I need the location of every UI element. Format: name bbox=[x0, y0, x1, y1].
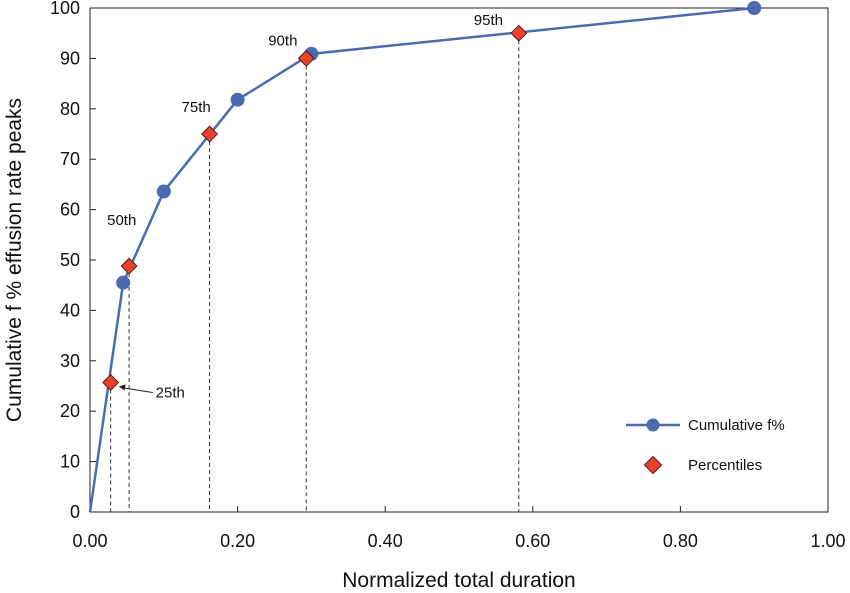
cumulative-series bbox=[88, 1, 762, 513]
cumulative-point bbox=[747, 1, 762, 15]
percentile-point bbox=[102, 373, 120, 391]
arrow-head bbox=[118, 384, 126, 391]
percentile-label: 75th bbox=[182, 99, 211, 116]
percentile-point bbox=[201, 125, 219, 143]
percentile-point bbox=[297, 49, 315, 67]
percentile-label: 25th bbox=[156, 384, 185, 401]
x-axis: 0.00 0.20 0.40 0.60 0.80 1.00 bbox=[72, 506, 846, 551]
y-tick-label: 70 bbox=[60, 149, 80, 169]
y-tick-label: 30 bbox=[60, 351, 80, 371]
y-axis-title: Cumulative f % effusion rate peaks bbox=[3, 98, 26, 422]
y-tick-label: 50 bbox=[60, 250, 80, 270]
y-tick-label: 20 bbox=[60, 401, 80, 421]
legend: Cumulative f% Percentiles bbox=[626, 417, 785, 475]
cumulative-point bbox=[156, 184, 171, 199]
cumulative-line bbox=[88, 6, 755, 513]
y-tick-label: 80 bbox=[60, 99, 80, 119]
percentile-point bbox=[120, 257, 138, 275]
x-tick-label: 0.80 bbox=[663, 531, 698, 551]
y-tick-label: 0 bbox=[70, 502, 80, 522]
percentile-label: 50th bbox=[107, 212, 136, 229]
percentile-label: 95th bbox=[474, 12, 503, 29]
y-tick-label: 40 bbox=[60, 300, 80, 320]
percentile-point bbox=[510, 24, 528, 42]
legend-marker-percentiles bbox=[643, 455, 663, 475]
cumulative-point bbox=[116, 275, 131, 290]
percentile-labels: 25th 50th 75th 90th 95th bbox=[107, 12, 503, 401]
plot-area bbox=[89, 7, 829, 513]
y-axis: 0 10 20 30 40 50 60 70 80 90 100 bbox=[50, 0, 96, 522]
y-tick-label: 10 bbox=[60, 452, 80, 472]
x-tick-label: 1.00 bbox=[810, 531, 845, 551]
legend-label-percentiles: Percentiles bbox=[688, 457, 762, 474]
x-tick-label: 0.40 bbox=[368, 531, 403, 551]
percentile-label: 90th bbox=[268, 32, 297, 49]
legend-marker-cumulative bbox=[646, 418, 660, 432]
arrow-line bbox=[120, 386, 153, 393]
cumulative-point bbox=[230, 92, 245, 107]
percentile-series bbox=[102, 24, 528, 391]
x-tick-label: 0.00 bbox=[72, 531, 107, 551]
legend-label-cumulative: Cumulative f% bbox=[688, 417, 785, 434]
y-tick-label: 100 bbox=[50, 0, 80, 18]
x-axis-title: Normalized total duration bbox=[342, 569, 575, 592]
x-tick-label: 0.20 bbox=[220, 531, 255, 551]
x-tick-label: 0.60 bbox=[515, 531, 550, 551]
y-tick-label: 60 bbox=[60, 200, 80, 220]
y-tick-label: 90 bbox=[60, 48, 80, 68]
